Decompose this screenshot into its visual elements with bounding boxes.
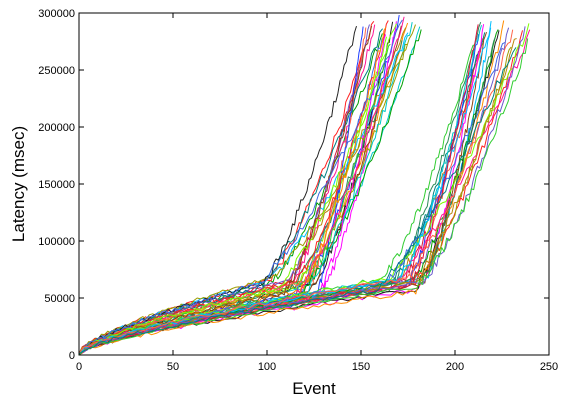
- series-line: [78, 26, 526, 355]
- y-tick-label: 0: [69, 350, 75, 362]
- series-line: [78, 23, 398, 356]
- series-line: [78, 28, 383, 354]
- series-layer: [78, 15, 531, 356]
- x-tick-label: 50: [167, 361, 179, 373]
- series-line: [78, 23, 530, 356]
- series-line: [78, 20, 505, 356]
- ticks-layer: 0 50 100 150 200 250 0 50000 100000 150000 200000 2…: [38, 8, 558, 373]
- y-tick-label: 250000: [38, 65, 75, 77]
- series-line: [78, 24, 416, 355]
- series-line: [78, 20, 389, 354]
- y-tick-label: 150000: [38, 179, 75, 191]
- x-tick-label: 250: [540, 361, 558, 373]
- series-line: [78, 25, 357, 356]
- series-line: [78, 47, 517, 355]
- series-line: [78, 25, 373, 354]
- y-tick-label: 100000: [38, 236, 75, 248]
- plot-frame: [78, 12, 550, 356]
- x-tick-label: 100: [258, 361, 276, 373]
- y-tick-label: 300000: [38, 8, 75, 20]
- series-line: [78, 27, 387, 355]
- x-tick-label: 150: [352, 361, 370, 373]
- series-line: [78, 19, 403, 356]
- series-line: [78, 21, 492, 356]
- y-tick-label: 50000: [44, 293, 75, 305]
- y-tick-label: 200000: [38, 122, 75, 134]
- series-line: [78, 29, 514, 354]
- x-tick-label: 200: [446, 361, 464, 373]
- x-tick-label: 0: [76, 361, 82, 373]
- y-axis-label: Latency (msec): [9, 126, 28, 242]
- x-axis-label: Event: [292, 379, 336, 398]
